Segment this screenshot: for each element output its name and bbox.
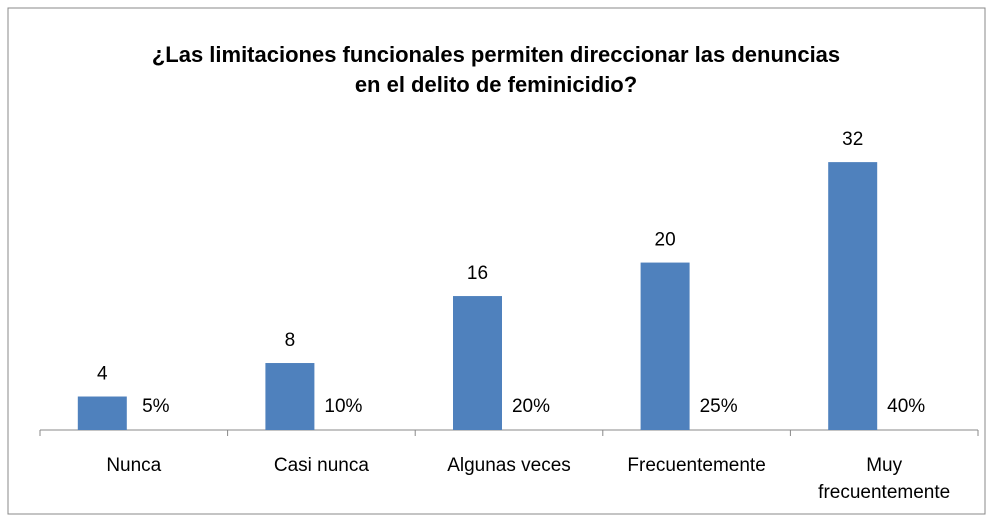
bar xyxy=(828,162,878,430)
bar xyxy=(453,296,502,430)
x-tick-label: Algunas veces xyxy=(447,455,571,476)
data-label: 8 xyxy=(285,330,296,351)
bar xyxy=(77,396,127,430)
data-label: 20 xyxy=(655,230,676,251)
x-tick-label: Casi nunca xyxy=(273,455,369,476)
data-label: 4 xyxy=(97,364,108,385)
percent-label: 5% xyxy=(142,396,170,417)
chart-title: ¿Las limitaciones funcionales permiten d… xyxy=(151,42,841,97)
x-tick-label: Frecuentemente xyxy=(627,455,766,476)
bar xyxy=(640,262,690,430)
percent-label: 25% xyxy=(700,396,738,417)
percent-label: 10% xyxy=(324,396,362,417)
percent-label: 20% xyxy=(512,396,550,417)
data-label: 32 xyxy=(842,129,863,150)
data-label: 16 xyxy=(467,263,488,284)
x-tick-label: Muy frecuentemente xyxy=(818,455,951,503)
bar xyxy=(265,363,315,430)
x-tick-label: Nunca xyxy=(106,455,162,476)
percent-label: 40% xyxy=(887,396,925,417)
